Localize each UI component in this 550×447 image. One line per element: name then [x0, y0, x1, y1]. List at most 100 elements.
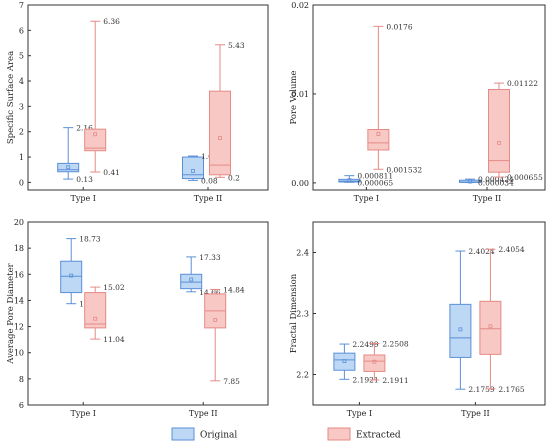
average-pore-diameter-panel: 6 8 10 12 14 16 18 20 Average Pore Diameter Type … — [6, 218, 269, 418]
pore-volume-panel: 0.00 0.01 0.02 Pore Volume Type I Type II 0.00… — [289, 1, 546, 203]
mean-marker — [213, 318, 218, 322]
mean-marker — [93, 316, 98, 321]
max-label: 2.4024 — [468, 247, 494, 256]
mean-marker — [376, 132, 381, 136]
specific-surface-area-panel: 0 1 2 3 4 5 6 7 Specific Surface Area Type I Type … — [6, 1, 269, 203]
min-label: 2.1765 — [498, 385, 524, 394]
mean-marker — [458, 327, 463, 332]
min-label: 7.85 — [223, 377, 240, 386]
y-axis-label: Pore Volume — [289, 70, 299, 124]
box-extracted-1: 15.02 11.04 — [84, 283, 125, 344]
min-label: 0.000655 — [507, 173, 543, 182]
y-axis-label: Specific Surface Area — [6, 51, 16, 144]
mean-marker — [372, 359, 377, 364]
mean-marker — [189, 277, 194, 282]
y-tick-label: 10 — [14, 349, 24, 358]
y-tick-label: 2 — [19, 128, 24, 137]
legend-swatch-extracted — [327, 427, 351, 441]
box-extracted-1: 0.0176 0.001532 — [367, 22, 422, 174]
x-tick-label: Type I — [354, 194, 379, 203]
y-tick-label: 8 — [19, 375, 24, 384]
y-tick-label: 2.3 — [296, 310, 309, 319]
box-extracted-1: 6.36 0.41 — [84, 17, 120, 177]
max-label: 2.16 — [76, 124, 93, 133]
y-tick-label: 0.02 — [291, 1, 309, 10]
y-tick-label: 7 — [19, 1, 24, 10]
mean-marker — [468, 179, 472, 184]
x-tick-label: Type I — [70, 194, 95, 203]
box-extracted-2: 2.4054 2.1765 — [479, 245, 525, 394]
plot-frame — [27, 4, 269, 191]
box-body — [209, 90, 231, 176]
y-tick-label: 5 — [19, 52, 24, 61]
box-body — [57, 162, 80, 173]
y-tick-label: 2.2 — [296, 371, 309, 380]
box-body — [182, 156, 204, 180]
box-body — [84, 128, 107, 152]
y-tick-label: 4 — [19, 77, 24, 86]
plot-frame — [27, 221, 269, 406]
y-tick-label: 1 — [19, 153, 24, 162]
min-label: 0.000065 — [357, 178, 393, 187]
max-label: 6.36 — [103, 17, 120, 26]
min-label: 0.08 — [201, 176, 218, 185]
y-axis-label: Fractal Dimension — [289, 273, 299, 353]
min-label: 0.000034 — [478, 179, 514, 188]
x-tick-label: Type I — [70, 409, 95, 418]
mean-marker — [497, 140, 501, 145]
y-tick-label: 18 — [14, 244, 24, 253]
max-label: 18.73 — [79, 235, 101, 244]
legend-label-original: Original — [200, 431, 237, 441]
y-tick-label: 16 — [14, 270, 24, 279]
max-label: 17.33 — [199, 253, 221, 262]
fractal-dimension-panel: 2.2 2.3 2.4 Fractal Dimension Type I Type II 2… — [289, 221, 546, 418]
y-tick-label: 20 — [14, 218, 24, 227]
y-tick-label: 0.00 — [291, 179, 309, 188]
mean-marker — [488, 324, 493, 329]
mean-marker — [66, 165, 71, 170]
mean-marker — [93, 132, 98, 137]
y-tick-label: 0 — [19, 178, 24, 187]
box-extracted-1: 2.2508 2.1911 — [363, 340, 409, 385]
x-tick-label: Type II — [189, 409, 218, 418]
min-label: 2.1921 — [352, 375, 378, 384]
y-tick-label: 6 — [19, 401, 24, 410]
plot-frame — [312, 4, 546, 191]
y-tick-label: 14 — [14, 296, 24, 305]
box-original-2: 2.4024 2.1759 — [449, 247, 495, 394]
y-tick-label: 2.4 — [296, 249, 309, 258]
mean-marker — [347, 178, 352, 183]
min-label: 0.001532 — [386, 165, 422, 174]
box-body — [367, 129, 390, 151]
x-tick-label: Type I — [347, 409, 372, 418]
box-body — [84, 292, 107, 329]
max-label: 2.2508 — [382, 340, 408, 349]
box-body — [488, 88, 510, 173]
max-label: 0.0176 — [386, 22, 412, 31]
legend-swatch-original — [171, 427, 195, 441]
box-extracted-2: 0.01122 0.000655 — [488, 79, 543, 182]
legend-label-extracted: Extracted — [356, 431, 401, 441]
min-label: 2.1759 — [468, 385, 494, 394]
min-label: 14.66 — [199, 288, 221, 297]
box-original-1: 2.2499 2.1921 — [333, 340, 379, 384]
mean-marker — [342, 359, 347, 363]
mean-marker — [218, 136, 222, 140]
min-label: 0.2 — [228, 173, 240, 182]
legend: Original Extracted — [171, 427, 401, 441]
box-original-2: 17.33 14.66 — [180, 253, 221, 297]
max-label: 5.43 — [228, 41, 245, 50]
min-label: 11.04 — [103, 335, 125, 344]
max-label: 15.02 — [103, 283, 125, 292]
x-tick-label: Type II — [461, 409, 490, 418]
min-label: 2.1911 — [382, 376, 408, 385]
mean-marker — [191, 169, 195, 173]
y-tick-label: 6 — [19, 26, 24, 35]
min-label: 0.41 — [103, 168, 120, 177]
x-tick-label: Type II — [473, 194, 502, 203]
max-label: 0.000424 — [478, 175, 514, 184]
box-extracted-2: 5.43 0.2 — [209, 41, 245, 182]
max-label: 2.2499 — [352, 340, 378, 349]
